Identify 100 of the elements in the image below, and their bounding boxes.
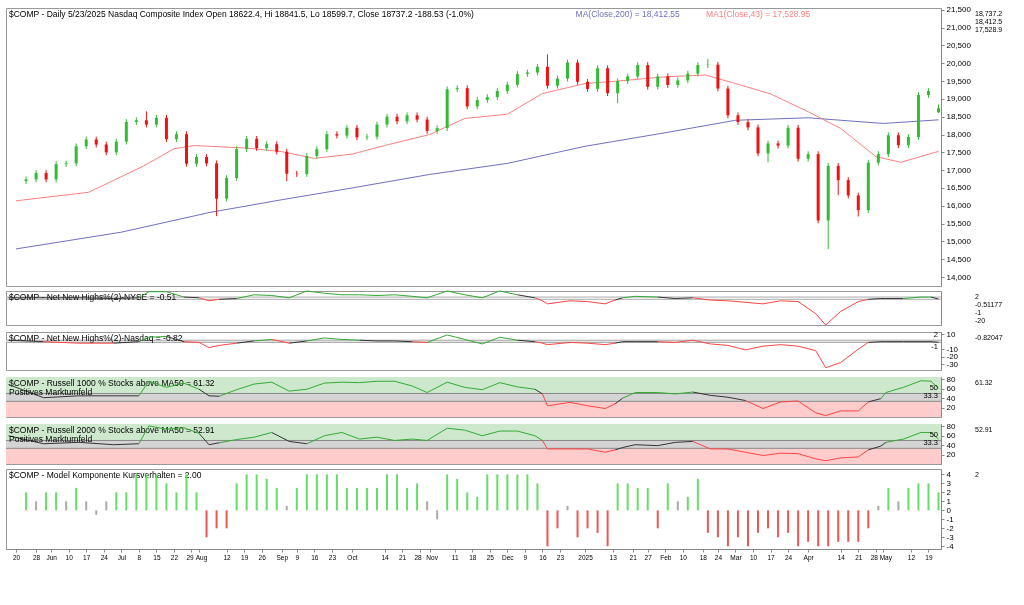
bar [416, 483, 419, 511]
bar [726, 510, 729, 547]
bar [115, 492, 118, 511]
bar [325, 474, 328, 511]
y-tick-label: 20 [946, 450, 956, 460]
bar [75, 487, 78, 511]
candlestick [164, 114, 168, 143]
bar [767, 510, 770, 529]
candlestick [405, 111, 409, 125]
text: MA1(Close,43) = 17,528.95 [706, 9, 811, 19]
y-tick-label: 21,500 [946, 5, 972, 15]
bar [165, 483, 168, 511]
y-tick-label: 20,500 [946, 40, 972, 50]
candlestick [886, 131, 890, 158]
bar [205, 510, 208, 538]
bar [897, 501, 900, 511]
bar [716, 510, 719, 538]
bar [927, 483, 930, 511]
y-tick-label: -30 [946, 359, 959, 369]
y-tick-label: 21,000 [946, 23, 972, 33]
y-tick-label: -10 [946, 344, 959, 354]
y-tick-label: 16,000 [946, 201, 972, 211]
candlestick [44, 169, 48, 183]
candlestick [285, 148, 289, 182]
bar [646, 487, 649, 511]
chart-title: $COMP - Russell 2000 % Stocks above MA50 = 52.91 [9, 425, 215, 435]
candlestick [545, 53, 549, 90]
bar [666, 483, 669, 511]
candlestick [746, 118, 750, 131]
y-tick-label: 15,500 [946, 219, 972, 229]
candlestick [305, 152, 309, 178]
bar [586, 510, 589, 529]
y-tick-label: 14,000 [946, 272, 972, 282]
y-tick-label: -2 [946, 523, 955, 533]
candlestick [325, 130, 329, 153]
y-tick-label: 0 [946, 505, 952, 515]
candlestick [836, 162, 840, 196]
bar [596, 510, 599, 533]
bar [125, 492, 128, 511]
y-tick-label: 20 [946, 403, 956, 413]
candlestick [716, 61, 720, 92]
bar [887, 487, 890, 511]
bar [295, 487, 298, 511]
candlestick [786, 124, 790, 149]
bar [215, 510, 218, 529]
bar [275, 487, 278, 511]
bar [446, 474, 449, 511]
bar [556, 510, 559, 529]
bar [386, 474, 389, 511]
candlestick [415, 111, 419, 123]
bar [305, 474, 308, 511]
bar [656, 510, 659, 529]
y-tick-label: 60 [946, 384, 956, 394]
bar [907, 487, 910, 511]
bar [265, 478, 268, 511]
candlestick [566, 59, 569, 82]
bar [466, 492, 469, 511]
candlestick [646, 61, 650, 91]
y-tick-label: 40 [946, 393, 956, 403]
chart-title: $COMP - Russell 1000 % Stocks above MA50 = 61.32 [9, 378, 215, 388]
bar [746, 510, 749, 547]
candlestick [576, 59, 580, 86]
y-tick-label: 19,000 [946, 94, 972, 104]
y-tick-label: 80 [946, 421, 956, 431]
bar [375, 487, 378, 511]
candlestick [54, 160, 58, 183]
text: MA(Close,200) = 18,412.55 [575, 9, 681, 19]
bar [736, 510, 739, 538]
bar [456, 478, 459, 511]
y-tick-label: -4 [946, 541, 955, 551]
line-series [15, 74, 939, 202]
candlestick [856, 192, 860, 217]
bar [636, 487, 639, 511]
bar [546, 510, 549, 547]
bar [225, 510, 228, 529]
y-tick-label: 17,000 [946, 165, 972, 175]
bar [426, 501, 429, 511]
candlestick [74, 142, 78, 167]
bar [195, 492, 198, 511]
y-tick-label: 14,500 [946, 254, 972, 264]
bar [315, 474, 318, 511]
y-tick-label: 2 [946, 487, 952, 497]
y-tick-label: -3 [946, 532, 955, 542]
candlestick [806, 150, 810, 163]
y-tick-label: 4 [946, 469, 952, 479]
chart-title: $COMP - Net New Highs%(2)-NYSE = -0.51 [9, 292, 177, 302]
y-tick-label: 40 [946, 440, 956, 450]
y-tick-label: 1 [946, 496, 952, 506]
bar [576, 510, 579, 538]
candlestick [776, 140, 780, 149]
bar [606, 510, 609, 547]
bar [355, 487, 358, 511]
bar [365, 487, 368, 511]
candlestick [34, 169, 38, 183]
candlestick [766, 140, 770, 163]
bar [516, 474, 519, 511]
bar [55, 492, 58, 511]
bar [777, 510, 780, 538]
bar [937, 492, 940, 511]
bar [175, 492, 178, 511]
